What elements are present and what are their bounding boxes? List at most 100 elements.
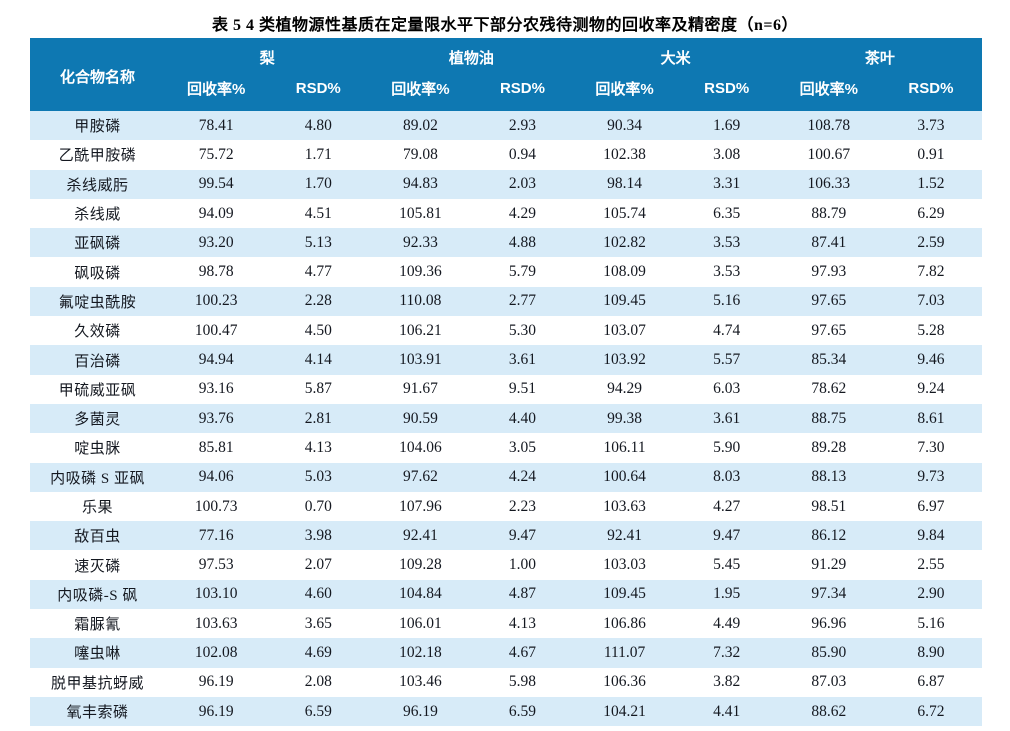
value-cell: 5.98 [508, 673, 537, 691]
value-cell: 4.87 [508, 585, 537, 603]
value-cell: 88.62 [811, 702, 847, 720]
value-cell: 102.38 [603, 145, 646, 163]
value-cell: 105.74 [603, 204, 646, 222]
value-cell: 108.78 [807, 116, 851, 134]
matrix-header-vegetable-oil: 植物油 [369, 38, 574, 72]
table-row: 甲胺磷 78.41 4.80 89.02 2.93 90.34 1.69 108.78 3.73 [30, 111, 982, 141]
value-cell: 8.90 [917, 643, 945, 661]
value-cell: 103.10 [194, 585, 238, 603]
value-cell: 97.62 [402, 468, 438, 486]
value-cell: 75.72 [198, 145, 234, 163]
table-row: 霜脲氰 103.63 3.65 106.01 4.13 106.86 4.49 96.96 5.… [30, 609, 982, 639]
value-cell: 111.07 [603, 643, 646, 661]
value-cell: 92.33 [402, 233, 438, 251]
value-cell: 4.50 [304, 321, 332, 339]
table-row: 亚砜磷 93.20 5.13 92.33 4.88 102.82 3.53 87.41 2.59 [30, 228, 982, 258]
value-cell: 85.34 [811, 351, 847, 369]
value-cell: 5.13 [304, 233, 332, 251]
value-cell: 97.93 [811, 263, 847, 281]
table-row: 杀线威 94.09 4.51 105.81 4.29 105.74 6.35 88.79 6.2… [30, 198, 982, 229]
table-row: 久效磷 100.47 4.50 106.21 5.30 103.07 4.74 97.65 5.… [30, 316, 982, 346]
table-caption: 表 5 4 类植物源性基质在定量限水平下部分农残待测物的回收率及精密度（n=6） [211, 17, 799, 34]
value-cell: 4.13 [508, 614, 537, 632]
value-cell: 2.55 [917, 556, 945, 574]
value-cell: 3.61 [508, 351, 537, 369]
value-cell: 109.36 [399, 263, 442, 281]
subheader-pear-rsd: RSD% [267, 72, 370, 111]
value-cell: 103.92 [603, 351, 646, 369]
subheader-tea-recovery: 回收率% [777, 72, 880, 111]
value-cell: 97.65 [811, 292, 847, 310]
value-cell: 88.79 [811, 204, 847, 222]
value-cell: 90.34 [607, 116, 643, 134]
value-cell: 106.36 [603, 673, 646, 691]
subheader-tea-rsd: RSD% [879, 72, 982, 111]
value-cell: 6.29 [917, 204, 945, 222]
compound-name: 砜吸磷 [74, 265, 121, 282]
value-cell: 104.84 [399, 585, 442, 603]
compound-name: 乐果 [82, 500, 114, 516]
table-row: 脱甲基抗蚜威 96.19 2.08 103.46 5.98 106.36 3.82 87.03… [30, 667, 982, 697]
value-cell: 1.00 [508, 556, 537, 574]
value-cell: 1.52 [917, 175, 945, 193]
value-cell: 100.73 [194, 497, 238, 515]
value-cell: 88.13 [811, 468, 847, 486]
value-cell: 8.61 [917, 409, 945, 427]
value-cell: 102.18 [399, 643, 442, 661]
compound-name: 甲胺磷 [74, 119, 121, 136]
value-cell: 9.51 [508, 380, 537, 398]
matrix-header-tea: 茶叶 [777, 38, 982, 72]
value-cell: 100.64 [603, 468, 646, 486]
value-cell: 105.81 [399, 204, 442, 222]
value-cell: 106.86 [603, 614, 646, 632]
value-cell: 94.83 [402, 175, 438, 193]
value-cell: 5.30 [508, 321, 537, 339]
value-cell: 5.79 [508, 263, 537, 281]
value-cell: 77.16 [198, 526, 234, 544]
value-cell: 98.78 [198, 263, 234, 281]
table-row: 速灭磷 97.53 2.07 109.28 1.00 103.03 5.45 91.29 2.5… [30, 550, 982, 580]
table-row: 砜吸磷 98.78 4.77 109.36 5.79 108.09 3.53 97.93 7.8… [30, 257, 982, 287]
value-cell: 1.71 [304, 145, 332, 163]
value-cell: 100.23 [194, 292, 238, 310]
value-cell: 4.60 [304, 585, 332, 603]
value-cell: 4.13 [304, 438, 332, 456]
compound-name: 氧丰索磷 [66, 705, 129, 722]
value-cell: 6.59 [508, 702, 537, 720]
value-cell: 109.28 [399, 556, 442, 574]
compound-name: 啶虫脒 [74, 441, 121, 458]
compound-name: 多菌灵 [74, 412, 121, 429]
value-cell: 104.21 [603, 702, 646, 720]
value-cell: 103.07 [603, 321, 646, 339]
value-cell: 106.01 [399, 614, 442, 632]
value-cell: 93.20 [198, 233, 234, 251]
value-cell: 3.98 [304, 526, 332, 544]
column-header-compound: 化合物名称 [30, 38, 166, 111]
value-cell: 78.41 [198, 116, 234, 134]
value-cell: 93.16 [198, 380, 234, 398]
value-cell: 109.45 [603, 585, 646, 603]
value-cell: 0.94 [508, 145, 537, 163]
matrix-header-rice: 大米 [573, 38, 778, 72]
value-cell: 89.28 [811, 438, 847, 456]
value-cell: 94.29 [607, 380, 643, 398]
value-cell: 5.16 [917, 614, 945, 632]
value-cell: 96.96 [811, 614, 847, 632]
value-cell: 2.23 [508, 497, 537, 515]
value-cell: 5.90 [713, 438, 741, 456]
value-cell: 1.69 [713, 116, 741, 134]
table-row: 氟啶虫酰胺 100.23 2.28 110.08 2.77 109.45 5.16 97.65… [30, 286, 982, 317]
value-cell: 4.49 [713, 614, 741, 632]
subheader-oil-recovery: 回收率% [369, 72, 472, 111]
value-cell: 3.53 [713, 263, 741, 281]
compound-name: 敌百虫 [74, 529, 121, 546]
value-cell: 3.08 [713, 145, 741, 163]
table-row: 甲硫威亚砜 93.16 5.87 91.67 9.51 94.29 6.03 78.62 9.2… [30, 374, 982, 404]
value-cell: 4.27 [713, 497, 741, 515]
compound-name: 霜脲氰 [74, 617, 121, 634]
value-cell: 9.47 [508, 526, 537, 544]
value-cell: 108.09 [603, 263, 646, 281]
table-row: 内吸磷-S 砜 103.10 4.60 104.84 4.87 109.45 1.95 97.… [30, 579, 982, 610]
value-cell: 96.19 [402, 702, 438, 720]
value-cell: 9.24 [917, 380, 945, 398]
